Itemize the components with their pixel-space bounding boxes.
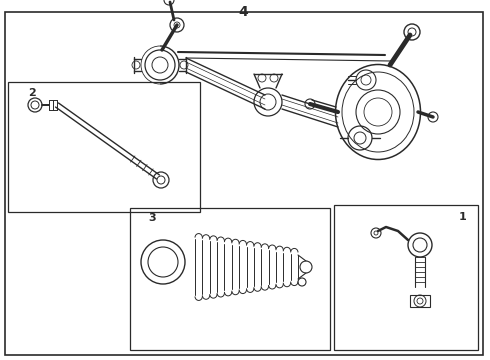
Bar	[8, 82, 200, 212]
Text: 3: 3	[148, 213, 156, 223]
Text: 4: 4	[238, 5, 248, 19]
Text: 2: 2	[28, 88, 36, 98]
Text: 1: 1	[458, 212, 466, 222]
Bar	[334, 205, 478, 350]
Bar	[130, 208, 330, 350]
